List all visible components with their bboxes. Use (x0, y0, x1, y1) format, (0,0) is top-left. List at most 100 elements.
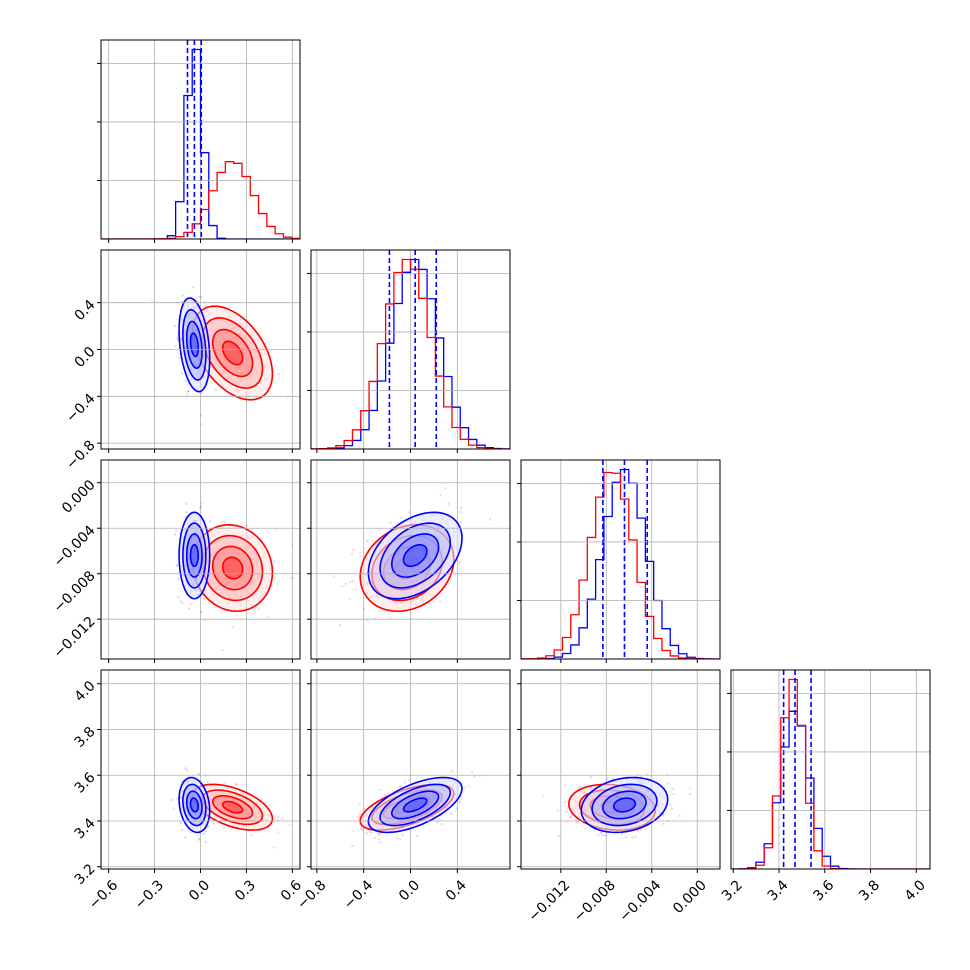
scatter-point (186, 389, 190, 393)
x-tick-label: −0.8 (294, 877, 329, 912)
scatter-point (151, 299, 154, 302)
scatter-point (206, 780, 210, 784)
scatter-point (200, 296, 203, 299)
x-tick-label: −0.012 (525, 877, 573, 925)
scatter-point (362, 607, 366, 611)
scatter-point (178, 356, 182, 360)
x-tick-label: −0.6 (86, 877, 121, 912)
panel-2-2 (517, 459, 721, 663)
y-tick-label: 0.0 (72, 344, 99, 371)
scatter-point (267, 615, 270, 619)
scatter-point (264, 801, 268, 805)
scatter-point (459, 510, 462, 514)
scatter-point (359, 827, 362, 830)
scatter-point (666, 782, 669, 785)
scatter-point (634, 835, 637, 838)
x-tick-label: −0.4 (341, 877, 376, 912)
scatter-point (276, 831, 280, 835)
scatter-point (176, 563, 180, 567)
scatter-point (172, 807, 175, 810)
panel-3-0: −0.6 −0.3 0.0 0.3 0.63.23.43.63.84.0 (72, 669, 305, 913)
x-tick-label: −0.3 (132, 877, 167, 912)
scatter-point (359, 551, 362, 555)
scatter-point (399, 784, 402, 788)
y-tick-label: 4.0 (72, 678, 99, 705)
scatter-point (275, 582, 278, 586)
scatter-point (605, 777, 609, 781)
panel-2-0: −0.012−0.008−0.004 0.000 (51, 459, 301, 663)
x-tick-label: 0.0 (186, 877, 213, 904)
panel-2-1 (307, 459, 511, 663)
scatter-point (186, 769, 189, 772)
scatter-point (223, 520, 226, 523)
x-tick-label: 0.0 (396, 877, 423, 904)
x-tick-label: 3.6 (810, 877, 837, 904)
panel-content (170, 767, 292, 849)
scatter-point (366, 619, 369, 622)
scatter-point (450, 769, 453, 773)
x-tick-label: 0.000 (670, 877, 710, 917)
histogram-1 (731, 678, 930, 869)
scatter-point (286, 396, 290, 399)
x-tick-label: 0.4 (443, 877, 470, 904)
scatter-point (563, 784, 567, 787)
scatter-point (563, 800, 567, 804)
scatter-point (235, 783, 239, 786)
scatter-point (274, 528, 277, 532)
scatter-point (379, 788, 382, 792)
scatter-point (566, 820, 569, 824)
scatter-point (348, 597, 351, 601)
scatter-point (416, 834, 419, 838)
scatter-point (577, 786, 581, 789)
scatter-point (351, 580, 354, 583)
scatter-point (221, 648, 224, 652)
scatter-point (235, 614, 239, 617)
scatter-point (291, 576, 294, 579)
panel-1-1 (307, 249, 511, 453)
scatter-point (670, 807, 673, 810)
scatter-point (184, 836, 187, 839)
scatter-point (439, 600, 442, 603)
scatter-point (212, 822, 215, 825)
scatter-point (472, 775, 476, 779)
scatter-point (379, 840, 382, 844)
scatter-point (352, 548, 355, 552)
scatter-point (440, 822, 444, 826)
scatter-point (170, 798, 173, 802)
x-tick-label: 3.2 (719, 877, 746, 904)
panel-0-0 (97, 39, 301, 243)
scatter-point (200, 414, 203, 417)
scatter-point (257, 607, 261, 610)
scatter-point (186, 393, 189, 396)
scatter-point (541, 795, 544, 798)
scatter-point (436, 821, 439, 824)
scatter-point (366, 540, 369, 543)
scatter-point (289, 577, 292, 580)
scatter-point (624, 836, 628, 839)
scatter-point (488, 518, 492, 521)
histogram-0 (731, 710, 930, 869)
contour-0-3 (189, 543, 200, 568)
scatter-point (277, 372, 280, 376)
contour-0-3 (402, 797, 428, 813)
panel-content (151, 286, 290, 426)
scatter-point (179, 599, 183, 603)
y-tick-label: −0.8 (63, 437, 98, 472)
scatter-point (378, 833, 381, 836)
scatter-point (370, 831, 373, 834)
scatter-point (639, 828, 642, 832)
scatter-point (207, 825, 210, 828)
scatter-point (234, 784, 238, 787)
x-tick-label: 4.0 (902, 877, 929, 904)
y-tick-label: −0.012 (51, 614, 99, 662)
contour-0-3 (189, 797, 200, 813)
x-tick-label: 3.4 (765, 877, 792, 904)
x-tick-label: −0.004 (616, 877, 664, 925)
scatter-point (631, 836, 634, 839)
scatter-point (181, 778, 185, 782)
scatter-point (259, 798, 263, 801)
scatter-point (400, 516, 403, 519)
x-tick-label: 3.8 (856, 877, 883, 904)
y-tick-label: 3.8 (72, 724, 99, 751)
scatter-point (173, 533, 177, 536)
